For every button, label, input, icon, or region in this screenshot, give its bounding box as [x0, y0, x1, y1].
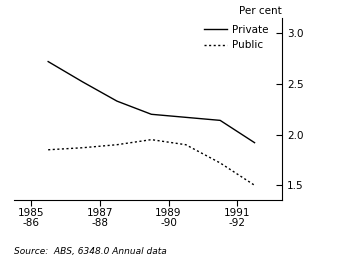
- Private: [149, 113, 153, 116]
- Public: [46, 148, 50, 151]
- Text: 1991: 1991: [224, 208, 251, 218]
- Text: Source:  ABS, 6348.0 Annual data: Source: ABS, 6348.0 Annual data: [14, 247, 166, 256]
- Text: -92: -92: [229, 218, 246, 228]
- Public: [218, 161, 222, 164]
- Private: [252, 141, 257, 144]
- Public: [184, 143, 188, 146]
- Private: [218, 119, 222, 122]
- Line: Public: Public: [48, 140, 255, 185]
- Text: 1985: 1985: [18, 208, 44, 218]
- Private: [115, 99, 119, 103]
- Public: [80, 146, 85, 149]
- Text: Per cent: Per cent: [239, 6, 282, 16]
- Legend: Private, Public: Private, Public: [204, 25, 269, 50]
- Line: Private: Private: [48, 62, 255, 143]
- Text: 1987: 1987: [86, 208, 113, 218]
- Private: [184, 116, 188, 119]
- Private: [46, 60, 50, 63]
- Public: [252, 184, 257, 187]
- Text: 1989: 1989: [155, 208, 182, 218]
- Public: [149, 138, 153, 141]
- Text: -86: -86: [22, 218, 40, 228]
- Public: [115, 143, 119, 146]
- Private: [80, 80, 85, 83]
- Text: -90: -90: [160, 218, 177, 228]
- Text: -88: -88: [91, 218, 108, 228]
